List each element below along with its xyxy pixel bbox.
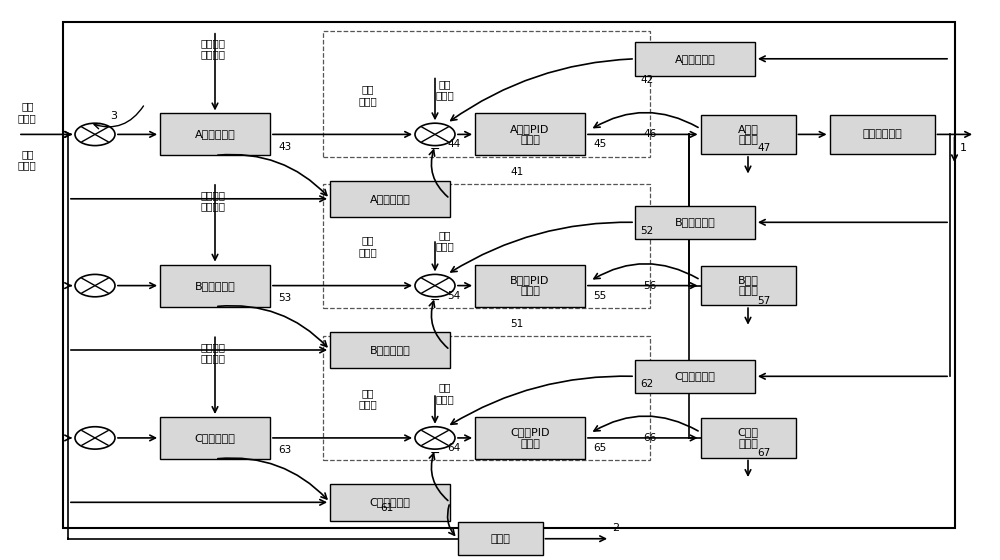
Circle shape — [415, 427, 455, 449]
Text: 57: 57 — [757, 296, 770, 306]
FancyBboxPatch shape — [330, 332, 450, 368]
Text: −: − — [430, 446, 440, 460]
FancyBboxPatch shape — [330, 180, 450, 217]
Text: A水分控制器: A水分控制器 — [195, 129, 235, 139]
Text: −: − — [430, 143, 440, 156]
Text: 46: 46 — [643, 129, 656, 139]
Text: C温度变送器: C温度变送器 — [675, 371, 715, 381]
Text: 61: 61 — [380, 503, 393, 513]
FancyBboxPatch shape — [700, 418, 796, 458]
Text: 温度
测量值: 温度 测量值 — [436, 79, 454, 100]
Text: 55: 55 — [593, 291, 606, 301]
FancyBboxPatch shape — [635, 360, 755, 393]
Text: 温度
设定值: 温度 设定值 — [359, 236, 377, 257]
Text: 41: 41 — [510, 167, 523, 178]
Text: 51: 51 — [510, 319, 523, 329]
Text: 水分
设定值: 水分 设定值 — [18, 101, 37, 123]
Text: 66: 66 — [643, 433, 656, 443]
Text: 42: 42 — [640, 74, 653, 85]
Text: 水分仪: 水分仪 — [490, 534, 510, 544]
Text: 温度
设定值: 温度 设定值 — [359, 388, 377, 409]
Text: 67: 67 — [757, 448, 770, 458]
FancyBboxPatch shape — [330, 484, 450, 521]
Text: B温度变送器: B温度变送器 — [675, 217, 715, 227]
Text: 温度
测量值: 温度 测量值 — [436, 382, 454, 404]
Text: 温度变化
趋势选择: 温度变化 趋势选择 — [200, 38, 226, 59]
Circle shape — [415, 123, 455, 146]
Text: 56: 56 — [643, 281, 656, 291]
Text: 2: 2 — [612, 523, 619, 533]
Circle shape — [415, 274, 455, 297]
Text: 水分
测量值: 水分 测量值 — [18, 149, 37, 170]
FancyBboxPatch shape — [160, 417, 270, 459]
FancyBboxPatch shape — [830, 115, 934, 154]
FancyBboxPatch shape — [475, 114, 585, 155]
Text: B步进控制器: B步进控制器 — [370, 345, 410, 355]
Text: B水分控制器: B水分控制器 — [195, 281, 235, 291]
Text: A温度变送器: A温度变送器 — [675, 54, 715, 64]
Text: 温度变化
趋势选择: 温度变化 趋势选择 — [200, 342, 226, 363]
FancyBboxPatch shape — [700, 115, 796, 154]
Text: B温度PID
控制器: B温度PID 控制器 — [510, 275, 550, 296]
Text: C蒸汽
调节阀: C蒸汽 调节阀 — [738, 427, 759, 449]
FancyBboxPatch shape — [475, 417, 585, 459]
Text: 温度
测量值: 温度 测量值 — [436, 230, 454, 251]
FancyBboxPatch shape — [635, 42, 755, 76]
Text: 1: 1 — [960, 143, 967, 153]
Text: 43: 43 — [278, 142, 291, 152]
FancyBboxPatch shape — [475, 265, 585, 307]
Circle shape — [75, 274, 115, 297]
Text: 3: 3 — [110, 111, 117, 121]
Text: 65: 65 — [593, 443, 606, 453]
Circle shape — [75, 123, 115, 146]
FancyBboxPatch shape — [635, 206, 755, 239]
Text: −: − — [430, 294, 440, 307]
FancyBboxPatch shape — [458, 522, 542, 555]
Text: 54: 54 — [447, 291, 460, 301]
Text: 52: 52 — [640, 226, 653, 236]
Text: 温度变化
趋势选择: 温度变化 趋势选择 — [200, 190, 226, 211]
Text: 44: 44 — [447, 139, 460, 150]
Text: 温度
设定值: 温度 设定值 — [359, 85, 377, 106]
Text: C温度PID
控制器: C温度PID 控制器 — [510, 427, 550, 449]
Text: 64: 64 — [447, 443, 460, 453]
FancyBboxPatch shape — [160, 265, 270, 307]
Text: A步进控制器: A步进控制器 — [370, 194, 410, 204]
Text: A温度PID
控制器: A温度PID 控制器 — [510, 124, 550, 145]
FancyBboxPatch shape — [700, 266, 796, 305]
Text: C步进控制器: C步进控制器 — [370, 497, 410, 507]
FancyBboxPatch shape — [160, 114, 270, 155]
Text: 47: 47 — [757, 143, 770, 153]
Text: 烘烤设备出口: 烘烤设备出口 — [862, 129, 902, 139]
Text: C水分控制器: C水分控制器 — [195, 433, 235, 443]
Text: 62: 62 — [640, 379, 653, 389]
Text: 53: 53 — [278, 293, 291, 303]
Text: B蒸汽
调节阀: B蒸汽 调节阀 — [738, 275, 758, 296]
Text: 63: 63 — [278, 445, 291, 455]
Text: A蒸汽
调节阀: A蒸汽 调节阀 — [738, 124, 758, 145]
Circle shape — [75, 427, 115, 449]
Text: 45: 45 — [593, 139, 606, 150]
